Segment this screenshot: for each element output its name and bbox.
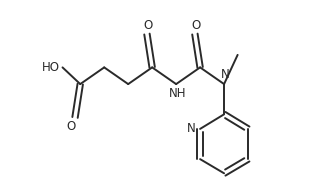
Text: O: O — [143, 19, 152, 32]
Text: N: N — [221, 68, 230, 81]
Text: HO: HO — [41, 61, 59, 74]
Text: NH: NH — [169, 87, 186, 100]
Text: O: O — [66, 119, 75, 132]
Text: O: O — [191, 19, 201, 32]
Text: N: N — [187, 122, 195, 135]
